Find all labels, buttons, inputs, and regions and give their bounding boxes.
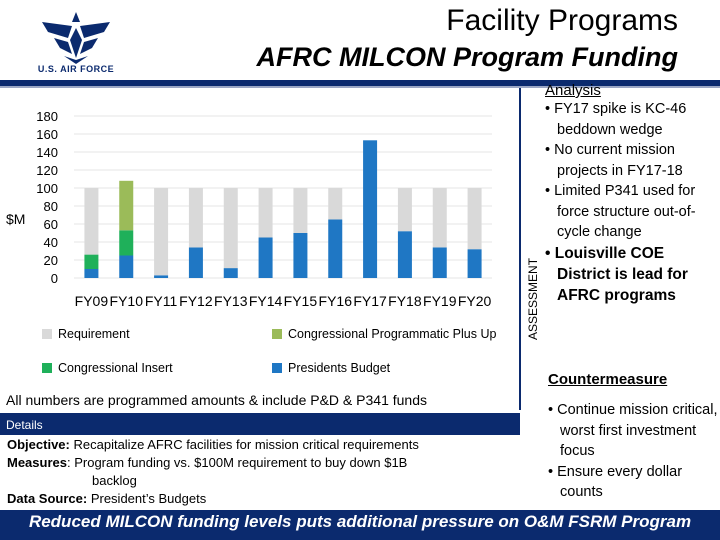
- x-tick-label: FY09: [75, 293, 109, 309]
- legend-label: Presidents Budget: [288, 361, 391, 375]
- analysis-bullet: • FY17 spike is KC-46 beddown wedge: [545, 101, 687, 138]
- footer-bar: [0, 510, 720, 540]
- analysis-bullet: • Louisville COE District is lead for AF…: [545, 244, 688, 304]
- bar-presidents-budget-fy18: [397, 231, 412, 278]
- air-force-logo: U.S. AIR FORCE: [28, 8, 124, 78]
- measures-row: Measures: Program funding vs. $100M requ…: [7, 455, 407, 470]
- y-tick-label: 180: [36, 109, 58, 124]
- y-tick-label: 0: [51, 271, 58, 286]
- y-tick-label: 100: [36, 181, 58, 196]
- x-tick-label: FY11: [145, 293, 178, 309]
- bar-presidents-budget-fy16: [328, 219, 343, 278]
- assessment-divider: [519, 88, 521, 410]
- bar-presidents-budget-fy13: [223, 268, 238, 278]
- legend-label: Congressional Programmatic Plus Up: [288, 327, 496, 341]
- legend-swatch: [272, 363, 282, 373]
- analysis-bullet-text: No current mission projects in FY17-18: [554, 142, 683, 179]
- source-row: Data Source: President’s Budgets: [7, 491, 206, 506]
- analysis-bullet: • No current mission projects in FY17-18: [545, 142, 683, 179]
- analysis-panel: Analysis • FY17 spike is KC-46 beddown w…: [545, 82, 720, 306]
- x-tick-label: FY13: [214, 293, 248, 309]
- page-title: Facility Programs: [446, 4, 678, 37]
- measures-text: : Program funding vs. $100M requirement …: [66, 455, 408, 470]
- objective-text: Recapitalize AFRC facilities for mission…: [73, 437, 419, 452]
- analysis-bullet: • Limited P341 used for force structure …: [545, 183, 696, 240]
- bar-requirement-fy19: [432, 188, 447, 248]
- bar-requirement-fy14: [258, 188, 273, 238]
- y-tick-label: 120: [36, 163, 58, 178]
- bar-presidents-budget-fy17: [363, 140, 378, 278]
- x-tick-label: FY19: [423, 293, 457, 309]
- bar-presidents-budget-fy10: [119, 255, 134, 278]
- legend-swatch: [42, 329, 52, 339]
- bar-presidents-budget-fy20: [467, 249, 482, 278]
- bar-presidents-budget-fy12: [188, 247, 203, 278]
- bar-presidents-budget-fy14: [258, 237, 273, 278]
- x-tick-label: FY20: [458, 293, 492, 309]
- legend-label: Requirement: [58, 327, 130, 341]
- bar-congressional-insert-fy10: [119, 230, 134, 256]
- legend-swatch: [272, 329, 282, 339]
- assessment-label: ASSESSMENT: [526, 257, 540, 340]
- y-tick-label: 140: [36, 145, 58, 160]
- source-label: Data Source:: [7, 491, 88, 506]
- y-tick-label: 80: [44, 199, 58, 214]
- bar-requirement-fy15: [293, 188, 308, 233]
- y-tick-label: 40: [44, 235, 58, 250]
- countermeasure-panel: • Continue mission critical, worst first…: [548, 400, 718, 503]
- x-tick-label: FY10: [110, 293, 144, 309]
- page-subtitle: AFRC MILCON Program Funding: [256, 42, 678, 72]
- y-tick-label: 20: [44, 253, 58, 268]
- objective-label: Objective:: [7, 437, 70, 452]
- bar-congressional-programmatic-plus-up-fy10: [119, 180, 134, 231]
- analysis-bullet-text: Louisville COE District is lead for AFRC…: [554, 244, 688, 304]
- x-tick-label: FY18: [388, 293, 422, 309]
- details-band: Details: [0, 415, 520, 435]
- air-force-wings-icon: [42, 12, 110, 64]
- x-tick-label: FY16: [319, 293, 353, 309]
- y-axis-label: $M: [6, 211, 25, 227]
- bar-requirement-fy18: [397, 188, 412, 232]
- countermeasure-title: Countermeasure: [548, 371, 668, 388]
- bar-requirement-fy09: [84, 188, 99, 255]
- x-tick-label: FY15: [284, 293, 318, 309]
- x-tick-label: FY14: [249, 293, 283, 309]
- footer-message: Reduced MILCON funding levels puts addit…: [28, 512, 692, 531]
- funding-note: All numbers are programmed amounts & inc…: [6, 392, 427, 408]
- header-divider-light: [0, 86, 720, 88]
- countermeasure-bullet: • Ensure every dollar counts: [548, 463, 683, 501]
- legend-swatch: [42, 363, 52, 373]
- x-tick-label: FY17: [353, 293, 387, 309]
- bar-requirement-fy11: [154, 188, 169, 276]
- analysis-bullet-text: FY17 spike is KC-46 beddown wedge: [554, 101, 687, 138]
- bar-presidents-budget-fy11: [154, 275, 169, 278]
- countermeasure-bullet-text: Ensure every dollar counts: [557, 463, 683, 501]
- y-tick-label: 160: [36, 127, 58, 142]
- analysis-bullet-text: Limited P341 used for force structure ou…: [554, 183, 696, 240]
- measures-label: Measures: [7, 455, 67, 470]
- x-tick-label: FY12: [179, 293, 213, 309]
- measures-continuation: backlog: [92, 473, 137, 488]
- y-tick-label: 60: [44, 217, 58, 232]
- bar-requirement-fy20: [467, 188, 482, 250]
- bar-presidents-budget-fy09: [84, 269, 99, 278]
- countermeasure-bullet: • Continue mission critical, worst first…: [548, 402, 718, 459]
- funding-chart: $M 0 20 40 60 80 100 120 140 160 180 FY09 FY10 FY11…: [6, 109, 496, 375]
- bar-presidents-budget-fy15: [293, 233, 308, 278]
- bar-congressional-insert-fy09: [84, 254, 99, 269]
- logo-text: U.S. AIR FORCE: [37, 64, 115, 74]
- analysis-title: Analysis: [545, 82, 601, 99]
- objective-row: Objective: Recapitalize AFRC facilities …: [7, 437, 419, 452]
- header-divider: [0, 80, 720, 86]
- legend-label: Congressional Insert: [58, 361, 173, 375]
- source-text: President’s Budgets: [90, 491, 207, 506]
- bar-requirement-fy12: [188, 188, 203, 248]
- bar-requirement-fy16: [328, 188, 343, 220]
- countermeasure-bullet-text: Continue mission critical, worst first i…: [557, 402, 718, 459]
- details-panel: Objective: Recapitalize AFRC facilities …: [0, 413, 520, 509]
- bar-requirement-fy13: [223, 188, 238, 269]
- bar-presidents-budget-fy19: [432, 247, 447, 278]
